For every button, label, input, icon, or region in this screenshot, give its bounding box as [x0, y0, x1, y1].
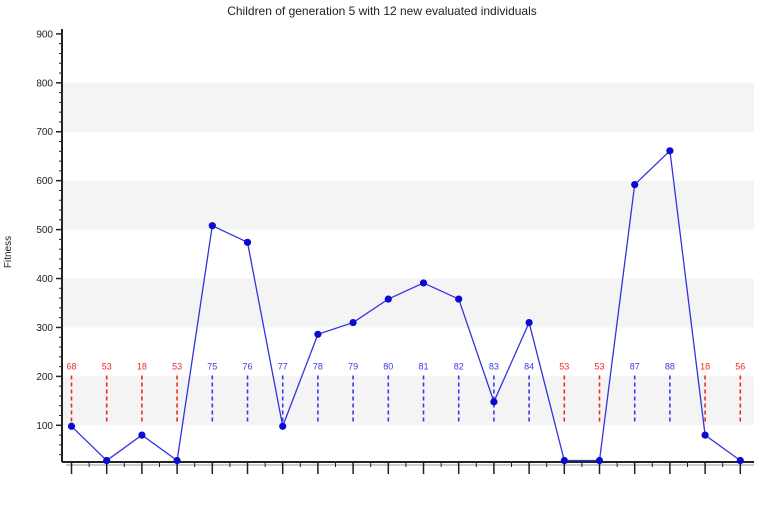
data-point [243, 238, 252, 246]
marker-label: 53 [559, 362, 569, 372]
data-point [173, 456, 181, 465]
marker-label: 53 [594, 362, 604, 372]
series-line [71, 149, 741, 462]
y-tick-label: 300 [36, 323, 53, 334]
y-tick-label: 200 [36, 372, 53, 383]
marker-label: 56 [735, 362, 745, 372]
marker-label: 53 [172, 362, 182, 372]
marker-label: 76 [242, 362, 252, 372]
data-point [279, 422, 287, 430]
marker-label: 83 [489, 362, 499, 372]
data-point [701, 431, 709, 439]
marker-label: 79 [348, 362, 358, 372]
data-point [419, 279, 428, 287]
data-point [666, 147, 674, 155]
data-point [525, 318, 533, 327]
grid-bands [62, 82, 754, 426]
data-point [314, 330, 322, 338]
data-point [490, 398, 498, 406]
data-point [349, 318, 357, 327]
data-point [208, 222, 216, 230]
marker-label: 87 [630, 362, 640, 372]
grid-band [62, 82, 754, 132]
data-point [103, 456, 111, 465]
grid-band [62, 180, 754, 230]
y-tick-label: 500 [36, 225, 53, 236]
chart-title: Children of generation 5 with 12 new eva… [227, 4, 537, 18]
marker-label: 82 [454, 362, 464, 372]
y-axis-label: Fitness [3, 236, 14, 268]
marker-label: 80 [383, 362, 393, 372]
data-point [736, 456, 744, 465]
grid-band [62, 278, 754, 328]
marker-label: 84 [524, 362, 534, 372]
marker-label: 88 [665, 362, 675, 372]
y-tick-label: 700 [36, 127, 53, 138]
marker-label: 53 [102, 362, 112, 372]
marker-label: 77 [278, 362, 288, 372]
grid-band [62, 376, 754, 426]
marker-label: 78 [313, 362, 323, 372]
y-tick-label: 900 [36, 29, 53, 40]
y-tick-label: 100 [36, 421, 53, 432]
fitness-series [67, 147, 744, 465]
data-point [631, 180, 639, 189]
y-tick-label: 600 [36, 176, 53, 187]
y-tick-label: 400 [36, 274, 53, 285]
y-tick-label: 800 [36, 78, 53, 89]
marker-label: 75 [207, 362, 217, 372]
marker-label: 68 [66, 362, 76, 372]
generation-markers: 68 53 18 53 75 76 77 78 79 80 81 82 83 84 53 53 87 88 18 56 [66, 362, 745, 423]
data-point [455, 295, 463, 303]
data-point [595, 456, 604, 465]
marker-label: 18 [137, 362, 147, 372]
marker-label: 18 [700, 362, 710, 372]
data-point [67, 422, 76, 430]
data-point [384, 295, 392, 303]
marker-label: 81 [418, 362, 428, 372]
data-point [138, 431, 146, 439]
data-point [560, 456, 568, 465]
